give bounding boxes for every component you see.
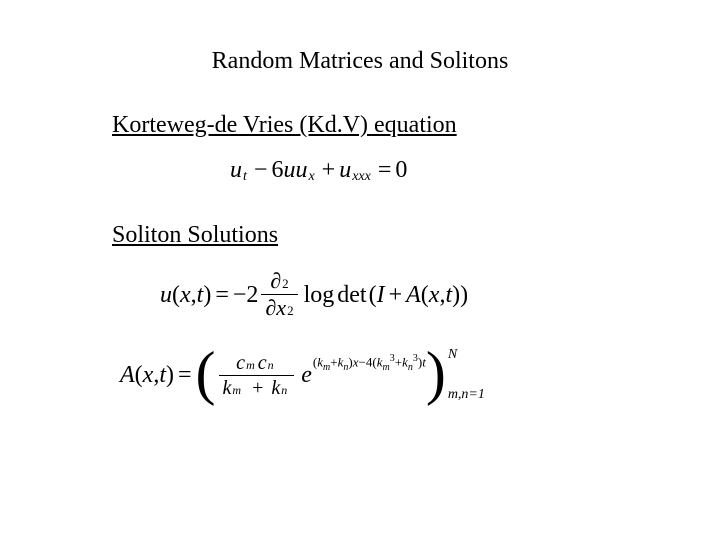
- lparen2: (: [369, 283, 377, 307]
- sym-x2: x: [429, 283, 440, 307]
- sym-t2: t: [445, 283, 452, 307]
- rparen: ): [166, 363, 174, 387]
- fn-log: log: [304, 283, 335, 307]
- equation-matrix-A: A ( x , t ) = ( cmcn km + kn e: [120, 348, 485, 402]
- sup-2-top: 2: [282, 276, 289, 291]
- sym-I: I: [377, 283, 385, 307]
- sym-e: e: [301, 363, 312, 387]
- op-eq: =: [215, 283, 229, 307]
- num-0: 0: [395, 158, 407, 182]
- outer-sub-mn1: m,n=1: [448, 388, 485, 402]
- partial-top: ∂: [270, 268, 281, 293]
- sym-u: u: [160, 283, 172, 307]
- rparen2: ): [452, 283, 460, 307]
- partial-bot: ∂: [265, 295, 276, 320]
- sym-u4: u: [339, 158, 351, 182]
- num-neg2: −2: [233, 283, 259, 307]
- page-title: Random Matrices and Solitons: [0, 48, 720, 75]
- heading-soliton-solutions: Soliton Solutions: [112, 222, 278, 249]
- c-m: cm: [236, 352, 258, 374]
- outer-sup-N: N: [448, 348, 457, 362]
- op-minus: −: [254, 158, 268, 182]
- equation-kdv: u t − 6 u u x + u xxx = 0: [230, 158, 407, 182]
- sym-u2: u: [283, 158, 295, 182]
- lparen: (: [172, 283, 180, 307]
- sym-x: x: [180, 283, 191, 307]
- lparen: (: [135, 363, 143, 387]
- heading-kdv-equation: Korteweg-de Vries (Kd.V) equation: [112, 112, 457, 139]
- sym-A: A: [406, 283, 421, 307]
- op-plus-den: +: [252, 377, 263, 399]
- op-plus2: +: [389, 283, 403, 307]
- frac-partial2-partialx2: ∂2 ∂x2: [261, 268, 297, 321]
- sym-t: t: [159, 363, 166, 387]
- exponent: (km+kn)x−4(km3+kn3)t: [313, 354, 426, 373]
- sym-x-bot: x: [276, 295, 286, 320]
- sub-t: t: [243, 170, 247, 184]
- sym-u: u: [230, 158, 242, 182]
- op-plus: +: [322, 158, 336, 182]
- sym-u3: u: [295, 158, 307, 182]
- num-6: 6: [271, 158, 283, 182]
- c-n: cn: [258, 352, 277, 374]
- k-m: km: [223, 377, 245, 399]
- sub-x: x: [308, 170, 314, 184]
- big-rparen: ): [426, 349, 446, 397]
- sub-xxx: xxx: [352, 170, 371, 184]
- matrix-indices: N m,n=1: [448, 348, 485, 402]
- rparen: ): [203, 283, 211, 307]
- op-eq: =: [178, 363, 192, 387]
- equation-soliton-u: u ( x , t ) = −2 ∂2 ∂x2 log det ( I + A: [160, 268, 468, 321]
- big-lparen: (: [196, 349, 216, 397]
- rparen3: ): [460, 283, 468, 307]
- k-n: kn: [271, 377, 290, 399]
- frac-cmcn-over-kmkn: cmcn km + kn: [219, 351, 295, 400]
- sup-2-bot: 2: [287, 303, 294, 318]
- sym-x: x: [143, 363, 154, 387]
- sym-t: t: [197, 283, 204, 307]
- sym-A: A: [120, 363, 135, 387]
- fn-det: det: [337, 283, 366, 307]
- op-eq: =: [378, 158, 392, 182]
- lparen3: (: [421, 283, 429, 307]
